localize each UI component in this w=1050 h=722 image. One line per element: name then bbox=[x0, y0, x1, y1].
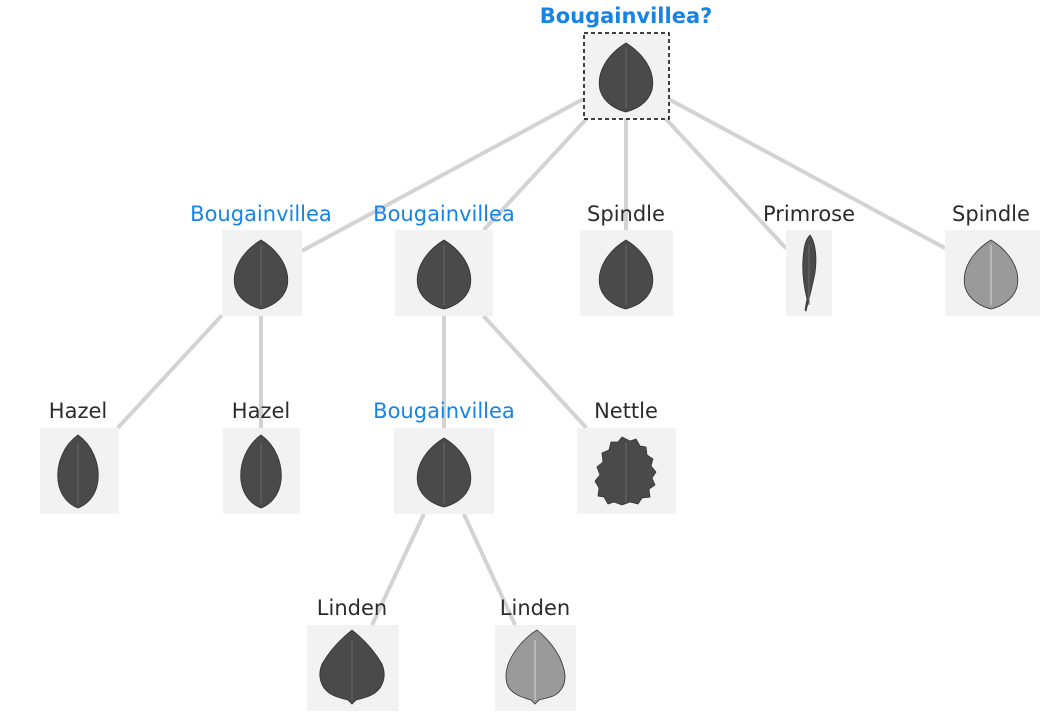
node-label-n8: Bougainvillea bbox=[373, 399, 515, 423]
edge-root-n5 bbox=[668, 97, 946, 250]
edge-n8-n10 bbox=[370, 513, 426, 626]
node-label-n11: Linden bbox=[500, 596, 570, 620]
node-label-n6: Hazel bbox=[49, 399, 107, 423]
edge-root-n1 bbox=[301, 96, 585, 253]
node-n5: Spindle bbox=[945, 202, 1040, 316]
node-label-root: Bougainvillea? bbox=[540, 4, 713, 28]
node-n3: Spindle bbox=[580, 202, 673, 316]
node-label-n4: Primrose bbox=[763, 202, 855, 226]
tree-edges bbox=[116, 96, 946, 626]
node-label-n1: Bougainvillea bbox=[190, 202, 332, 226]
edge-n1-n6 bbox=[116, 313, 224, 430]
node-n4: Primrose bbox=[763, 202, 855, 316]
query-selection-box bbox=[583, 32, 670, 120]
edge-root-n4 bbox=[664, 117, 788, 250]
leaf-image-n11 bbox=[505, 629, 566, 705]
node-label-n7: Hazel bbox=[232, 399, 290, 423]
node-label-n2: Bougainvillea bbox=[373, 202, 515, 226]
node-n11: Linden bbox=[495, 596, 576, 711]
node-n2: Bougainvillea bbox=[373, 202, 515, 316]
node-n7: Hazel bbox=[223, 399, 300, 514]
node-n10: Linden bbox=[307, 596, 399, 711]
node-root: Bougainvillea? bbox=[540, 4, 713, 120]
node-n8: Bougainvillea bbox=[373, 399, 515, 514]
edge-n2-n9 bbox=[482, 314, 588, 430]
node-label-n9: Nettle bbox=[594, 399, 658, 423]
edge-root-n2 bbox=[482, 117, 588, 232]
node-n9: Nettle bbox=[577, 399, 676, 514]
node-label-n10: Linden bbox=[317, 596, 387, 620]
node-label-n3: Spindle bbox=[587, 202, 665, 226]
node-label-n5: Spindle bbox=[952, 202, 1030, 226]
node-n1: Bougainvillea bbox=[190, 202, 332, 316]
edge-n8-n11 bbox=[462, 513, 517, 626]
node-n6: Hazel bbox=[40, 399, 119, 514]
